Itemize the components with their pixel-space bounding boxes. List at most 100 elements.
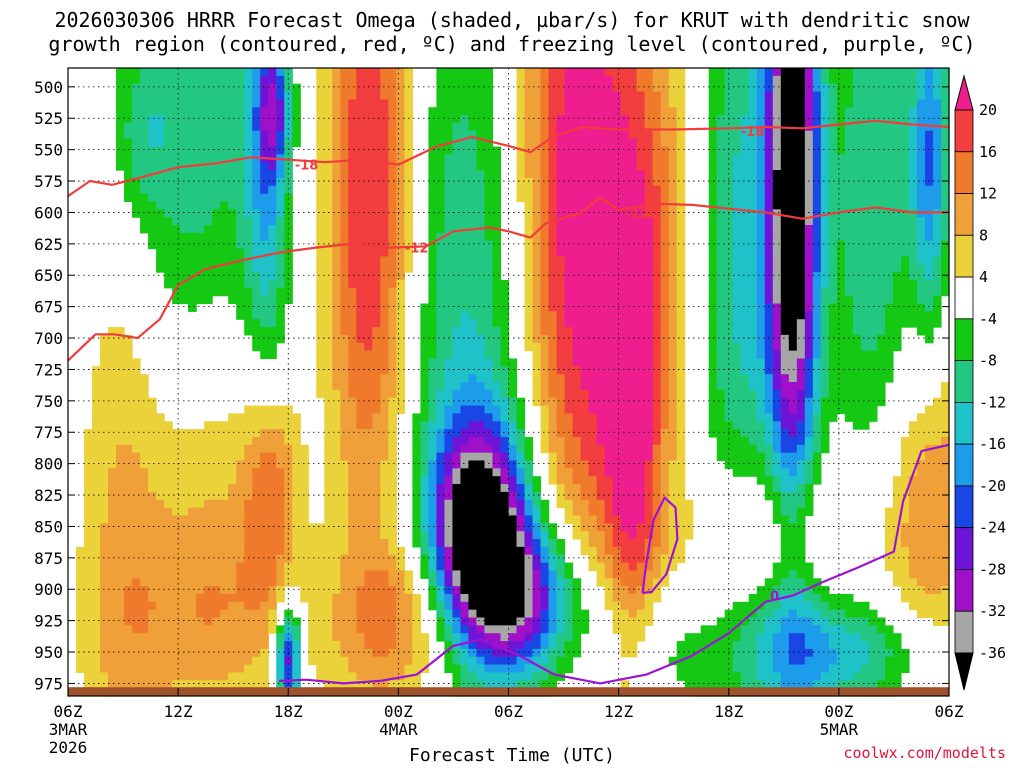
omega-cell <box>436 531 446 540</box>
omega-cell <box>116 397 125 407</box>
omega-cell <box>420 633 430 642</box>
omega-cell <box>652 539 662 548</box>
omega-cell <box>540 225 550 234</box>
omega-cell <box>188 91 197 100</box>
omega-cell <box>452 374 462 383</box>
omega-cell <box>604 484 614 493</box>
omega-cell <box>596 507 606 517</box>
omega-cell <box>92 389 101 399</box>
omega-cell <box>612 146 622 155</box>
omega-cell <box>252 334 261 344</box>
omega-cell <box>540 256 550 265</box>
omega-cell <box>636 515 646 524</box>
omega-cell <box>468 311 478 320</box>
omega-cell <box>364 374 373 383</box>
omega-cell <box>468 272 478 281</box>
omega-cell <box>340 91 349 100</box>
omega-cell <box>204 586 213 595</box>
omega-cell <box>540 264 550 273</box>
omega-cell <box>596 366 606 375</box>
omega-cell <box>676 397 686 407</box>
omega-cell <box>444 201 454 210</box>
omega-cell <box>620 593 630 603</box>
omega-cell <box>620 122 630 132</box>
omega-cell <box>500 562 510 571</box>
omega-cell <box>204 272 213 281</box>
omega-cell <box>636 499 646 509</box>
omega-cell <box>372 460 381 469</box>
omega-cell <box>244 405 253 414</box>
omega-cell <box>540 366 550 375</box>
omega-cell <box>476 177 486 187</box>
omega-cell <box>228 531 237 540</box>
omega-cell <box>204 130 213 140</box>
omega-cell <box>468 586 478 595</box>
omega-cell <box>356 468 365 477</box>
omega-cell <box>596 484 606 493</box>
omega-cell <box>260 421 269 430</box>
omega-cell <box>380 311 389 320</box>
omega-cell <box>644 374 654 383</box>
omega-cell <box>172 83 181 93</box>
omega-cell <box>260 531 269 540</box>
omega-cell <box>596 452 606 462</box>
omega-cell <box>284 476 293 485</box>
omega-cell <box>468 170 478 179</box>
omega-cell <box>252 601 261 611</box>
omega-cell <box>340 162 349 171</box>
omega-cell <box>124 539 133 548</box>
omega-cell <box>548 256 558 265</box>
omega-cell <box>188 209 197 218</box>
omega-cell <box>436 201 446 210</box>
omega-cell <box>508 593 518 603</box>
omega-cell <box>468 405 478 414</box>
omega-cell <box>220 75 229 85</box>
omega-cell <box>564 484 574 493</box>
omega-cell <box>204 209 213 218</box>
omega-cell <box>124 570 133 579</box>
omega-cell <box>660 279 670 289</box>
omega-cell <box>524 83 534 93</box>
omega-cell <box>452 279 462 289</box>
omega-cell <box>460 272 470 281</box>
omega-cell <box>452 382 462 391</box>
omega-cell <box>540 601 550 611</box>
omega-cell <box>572 491 582 501</box>
omega-cell <box>284 523 293 532</box>
omega-cell <box>276 162 285 171</box>
omega-cell <box>484 531 494 540</box>
omega-cell <box>396 130 405 140</box>
omega-cell <box>660 452 670 462</box>
omega-cell <box>348 389 357 399</box>
omega-cell <box>572 350 582 360</box>
omega-cell <box>612 256 622 265</box>
omega-cell <box>228 91 237 100</box>
omega-cell <box>668 264 678 273</box>
omega-cell <box>644 209 654 218</box>
omega-cell <box>492 185 502 195</box>
omega-cell <box>604 452 614 462</box>
omega-cell <box>452 429 462 438</box>
omega-cell <box>92 429 101 438</box>
omega-cell <box>572 115 582 124</box>
omega-cell <box>156 609 165 619</box>
omega-cell <box>668 327 678 336</box>
omega-cell <box>108 554 117 564</box>
omega-cell <box>556 146 566 155</box>
omega-cell <box>628 366 638 375</box>
omega-cell <box>380 421 389 430</box>
omega-cell <box>332 491 341 501</box>
omega-cell <box>628 209 638 218</box>
omega-cell <box>316 531 325 540</box>
omega-cell <box>196 287 205 297</box>
omega-cell <box>116 421 125 430</box>
omega-cell <box>660 350 670 360</box>
omega-cell <box>140 593 149 603</box>
omega-cell <box>132 389 141 399</box>
omega-cell <box>228 586 237 595</box>
omega-cell <box>124 672 133 681</box>
omega-cell <box>244 177 253 187</box>
omega-cell <box>668 444 678 454</box>
omega-cell <box>276 468 285 477</box>
omega-cell <box>108 499 117 509</box>
